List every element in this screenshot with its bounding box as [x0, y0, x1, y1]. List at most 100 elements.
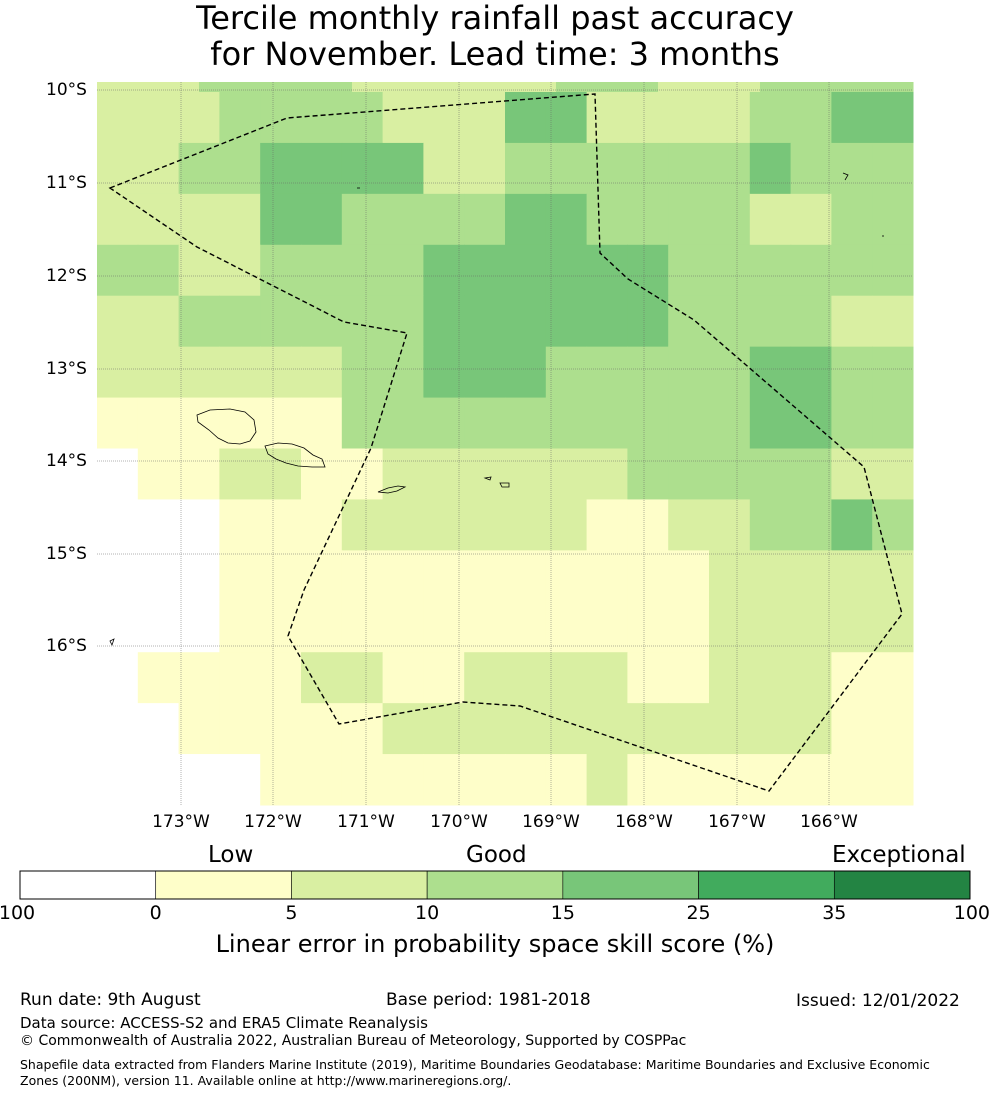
colorbar-tick-label: 0 — [149, 902, 162, 924]
grid-cell — [219, 92, 261, 144]
island-wallis — [109, 638, 115, 647]
grid-cell — [586, 448, 628, 500]
grid-cell — [627, 142, 669, 195]
grid-cell — [556, 82, 608, 93]
grid-cell — [505, 703, 547, 755]
grid-cell — [137, 92, 180, 144]
grid-cell — [790, 244, 832, 297]
grid-cell — [341, 397, 384, 449]
grid-cell — [423, 142, 465, 195]
grid-cell — [97, 652, 139, 704]
grid-cell — [178, 244, 220, 297]
grid-cell — [668, 550, 710, 602]
grid-cell — [749, 448, 792, 500]
grid-cell — [790, 295, 832, 348]
colorbar-segment — [562, 870, 699, 900]
grid-cell — [382, 754, 424, 806]
grid-cell — [301, 397, 343, 449]
grid-cell — [148, 82, 200, 93]
grid-cell — [586, 499, 628, 551]
grid-cell — [199, 82, 251, 93]
grid-cell — [260, 295, 302, 348]
grid-cell — [607, 82, 659, 93]
grid-cell — [454, 82, 506, 93]
grid-cell — [219, 295, 261, 348]
grid-cell — [811, 82, 863, 93]
grid-cell — [872, 295, 914, 348]
latitude-label: 12°S — [46, 266, 87, 286]
longitude-label: 168°W — [615, 812, 673, 832]
island-tutuila — [377, 485, 407, 494]
grid-cell — [586, 193, 628, 246]
grid-cell — [341, 193, 384, 246]
grid-cell — [586, 550, 628, 602]
grid-cell — [382, 92, 424, 144]
grid-cell — [668, 601, 710, 653]
island-savaii — [196, 408, 257, 445]
grid-cell — [709, 550, 751, 602]
grid-cell — [260, 92, 302, 144]
grid-cell — [668, 754, 710, 806]
grid-cell — [97, 92, 139, 144]
grid-cell — [709, 346, 751, 399]
grid-cell — [301, 295, 343, 348]
grid-cell — [668, 448, 710, 500]
grid-cell — [301, 448, 343, 500]
grid-cell — [709, 499, 751, 551]
grid-cell — [545, 193, 588, 246]
grid-cell — [137, 193, 180, 246]
island-tau — [499, 482, 510, 488]
grid-cell — [505, 448, 547, 500]
grid-cell — [586, 397, 628, 449]
grid-cell — [301, 703, 343, 755]
grid-cell — [137, 652, 180, 704]
grid-cell — [382, 397, 424, 449]
grid-cell — [423, 346, 465, 399]
grid-cell — [545, 754, 588, 806]
grid-cell — [545, 601, 588, 653]
grid-cell — [178, 601, 220, 653]
grid-cell — [627, 754, 669, 806]
grid-cell — [545, 92, 588, 144]
longitude-label: 171°W — [337, 812, 395, 832]
grid-cell — [301, 601, 343, 653]
grid-cell — [627, 397, 669, 449]
grid-cell — [627, 346, 669, 399]
grid-cell — [872, 652, 914, 704]
grid-cell — [178, 193, 220, 246]
grid-cell — [749, 346, 792, 399]
grid-cell — [219, 244, 261, 297]
grid-cell — [505, 550, 547, 602]
latitude-label: 11°S — [46, 173, 87, 193]
grid-cell — [219, 703, 261, 755]
grid-cell — [260, 244, 302, 297]
grid-cell — [260, 499, 302, 551]
grid-cell — [301, 244, 343, 297]
grid-cell — [831, 499, 873, 551]
grid-cell — [423, 397, 465, 449]
grid-cell — [423, 601, 465, 653]
grid-cell — [872, 92, 914, 144]
grid-cell — [301, 142, 343, 195]
grid-cell — [341, 142, 384, 195]
grid-cell — [790, 142, 832, 195]
grid-cell — [505, 754, 547, 806]
grid-cell — [872, 703, 914, 755]
grid-cell — [341, 499, 384, 551]
grid-cell — [219, 652, 261, 704]
colorbar — [19, 870, 971, 900]
grid-cell — [137, 550, 180, 602]
grid-cell — [97, 703, 139, 755]
island-ofu — [483, 476, 492, 481]
coastlines — [109, 172, 884, 647]
grid-cell — [423, 652, 465, 704]
colorbar-tick-label: -100 — [0, 902, 36, 924]
grid-cell — [545, 703, 588, 755]
grid-cell — [627, 92, 669, 144]
grid-cell — [301, 754, 343, 806]
grid-cell — [831, 244, 873, 297]
grid-cell — [627, 448, 669, 500]
grid-cell — [178, 652, 220, 704]
issued-date: Issued: 12/01/2022 — [796, 991, 960, 1011]
